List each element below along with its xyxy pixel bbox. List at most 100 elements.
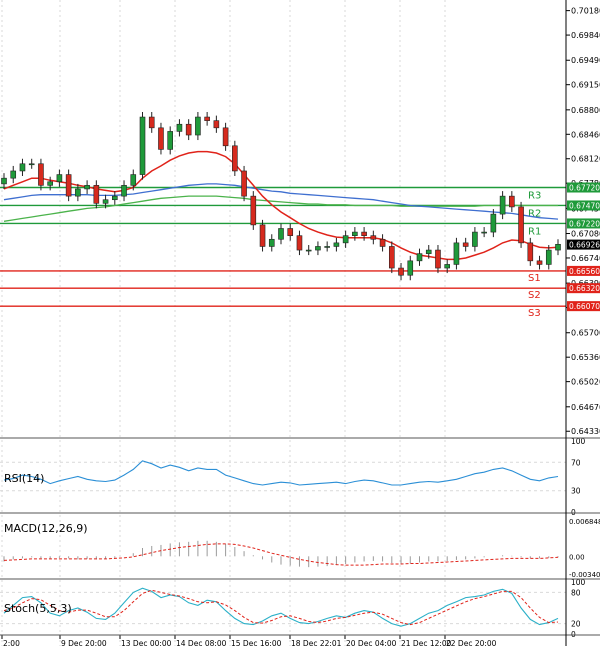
stoch-tick-label: 80 [571, 588, 581, 597]
candle-body [453, 242, 460, 265]
candle-body [148, 116, 155, 129]
macd-title: MACD(12,26,9) [4, 522, 88, 535]
candle-body [398, 267, 404, 276]
rsi-line [3, 460, 559, 486]
candles [1, 112, 561, 281]
candle-body [472, 231, 478, 247]
candle-body [47, 181, 53, 186]
stoch-panel: Stoch(5,5,3)10080200 [0, 578, 586, 639]
candle-body [56, 174, 63, 183]
candle-body [185, 123, 192, 136]
candle-body [352, 231, 358, 236]
level-name-r2: R2 [528, 208, 541, 219]
candle-body [509, 195, 515, 208]
candle-body [167, 131, 173, 150]
macd-panel: MACD(12,26,9) 0.006848 0.00 -0.003404 [3, 518, 600, 579]
stoch-title: Stoch(5,5,3) [4, 602, 72, 615]
candle-body [416, 253, 423, 262]
level-price-tag [567, 182, 600, 193]
candle-body [333, 242, 340, 247]
candle-body [379, 238, 386, 247]
time-tick-label: 20 Dec 04:00 [346, 639, 397, 648]
level-name-s1: S1 [528, 273, 541, 284]
candle-body [241, 170, 247, 197]
candle-body [425, 249, 432, 254]
time-tick-label: 22 Dec 20:00 [446, 639, 497, 648]
candle-body [158, 127, 164, 150]
macd-tick-label: 0.00 [569, 553, 585, 561]
candle-body [121, 185, 127, 197]
level-name-r1: R1 [528, 226, 541, 237]
last-price-label: 0.66926 [569, 241, 600, 250]
candle-body [28, 163, 35, 166]
macd-tick-label: 0.006848 [569, 518, 600, 526]
pivot-level-labels: 0.67720 0.67470 0.67220 0.66560 0.66320 0.660… [567, 182, 600, 312]
candle-body [10, 170, 17, 179]
stoch-tick-label: 20 [571, 620, 581, 629]
candle-body [1, 177, 7, 185]
candle-body [232, 145, 238, 172]
candle-body [130, 174, 137, 186]
candle-body [38, 163, 44, 186]
level-price-label: 0.67220 [569, 219, 600, 228]
level-price-label: 0.66560 [569, 267, 600, 276]
last-price-tag [567, 239, 600, 250]
candle-body [222, 127, 229, 147]
candle-body [361, 231, 367, 236]
level-price-label: 0.67720 [569, 184, 600, 193]
candle-body [435, 249, 441, 269]
macd-signal-line [3, 543, 559, 566]
candle-body [176, 123, 183, 132]
candle-body [305, 249, 312, 252]
candle-body [370, 235, 377, 240]
candle-body [19, 163, 26, 172]
level-price-tag [567, 301, 600, 312]
pivot-levels: R3 R2 R1 S1 S2 S3 [0, 186, 566, 319]
stoch-tick-label: 100 [571, 578, 586, 587]
candle-body [259, 224, 266, 247]
time-tick-label: 14 Dec 08:00 [176, 639, 227, 648]
level-price-tag [567, 218, 600, 229]
candle-body [481, 231, 487, 234]
candle-body [213, 120, 220, 129]
candle-body [444, 264, 451, 269]
time-tick-label: 18 Dec 22:01 [291, 639, 342, 648]
candle-body [499, 195, 506, 215]
level-price-tag [567, 200, 600, 211]
candle-body [407, 260, 414, 276]
time-tick-label: 15 Dec 16:00 [231, 639, 282, 648]
level-price-label: 0.67470 [569, 201, 600, 210]
level-price-label: 0.66070 [569, 302, 600, 311]
level-price-tag [567, 283, 600, 294]
level-name-s2: S2 [528, 290, 541, 301]
candle-body [84, 185, 90, 190]
candle-body [102, 199, 109, 204]
candle-body [278, 228, 284, 240]
candle-body [536, 260, 543, 265]
candle-body [195, 116, 201, 136]
candle-body [527, 242, 534, 262]
rsi-tick-label: 70 [571, 458, 581, 467]
level-name-r3: R3 [528, 191, 541, 202]
rsi-tick-label: 100 [571, 437, 586, 446]
candle-body [324, 246, 330, 248]
rsi-tick-label: 30 [571, 487, 581, 496]
candle-body [204, 116, 210, 121]
macd-tick-label: -0.003404 [569, 571, 600, 579]
candle-body [75, 188, 81, 197]
candle-body [65, 174, 72, 197]
candle-body [296, 235, 303, 251]
